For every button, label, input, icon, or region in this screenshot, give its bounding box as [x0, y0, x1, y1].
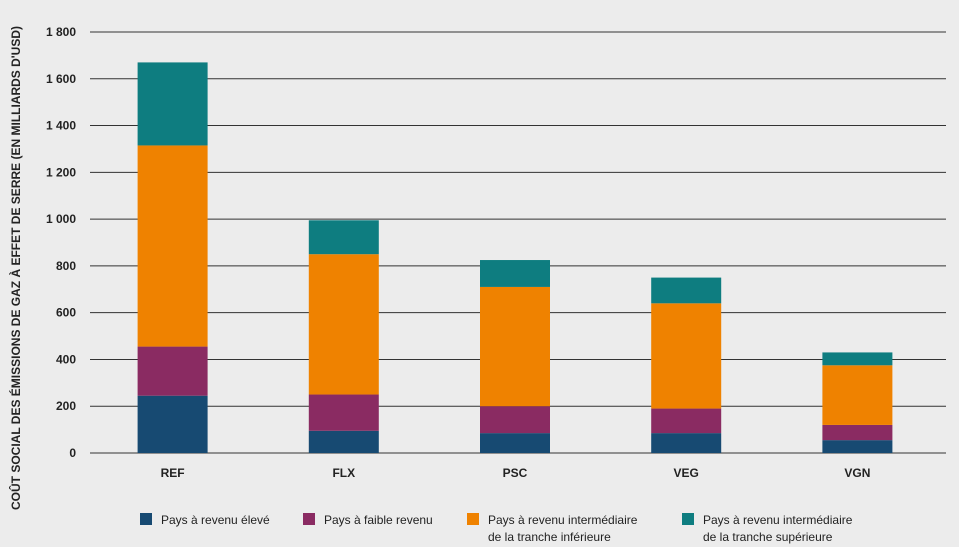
legend-label: Pays à faible revenu — [324, 513, 433, 527]
bar-segment — [480, 406, 550, 434]
legend: Pays à revenu élevé Pays à faible revenu P… — [140, 513, 853, 544]
y-tick-label: 1 600 — [46, 72, 76, 86]
x-tick-label: FLX — [332, 466, 355, 480]
y-tick-label: 800 — [56, 259, 76, 273]
legend-swatch — [140, 513, 152, 525]
legend-label: Pays à revenu intermédiaire — [488, 513, 638, 527]
bar-segment — [822, 440, 893, 453]
x-tick-label: VGN — [844, 466, 870, 480]
bar-segment — [822, 365, 893, 425]
bar-segment — [308, 254, 379, 395]
legend-swatch — [467, 513, 479, 525]
x-axis-ticks: REF FLX PSC VEG VGN — [161, 466, 871, 480]
legend-label: de la tranche supérieure — [703, 530, 833, 544]
bars — [137, 62, 893, 453]
x-tick-label: VEG — [674, 466, 699, 480]
y-tick-label: 400 — [56, 352, 76, 366]
bar-segment — [651, 433, 722, 453]
bar-segment — [137, 346, 208, 396]
y-axis-label: COÛT SOCIAL DES ÉMISSIONS DE GAZ À EFFET… — [8, 26, 23, 510]
legend-swatch — [682, 513, 694, 525]
bar-segment — [480, 433, 550, 453]
bar-segment — [480, 286, 550, 407]
legend-label: Pays à revenu intermédiaire — [703, 513, 853, 527]
bar-segment — [651, 408, 722, 434]
legend-label: Pays à revenu élevé — [161, 513, 270, 527]
y-tick-label: 600 — [56, 306, 76, 320]
bar-segment — [651, 277, 722, 304]
bar-segment — [308, 220, 379, 255]
bar-segment — [822, 352, 893, 366]
y-tick-label: 1 200 — [46, 165, 76, 179]
bar-segment — [308, 394, 379, 431]
bar-segment — [480, 260, 550, 287]
y-tick-label: 1 400 — [46, 119, 76, 133]
x-tick-label: PSC — [503, 466, 528, 480]
y-tick-label: 200 — [56, 399, 76, 413]
y-tick-label: 1 000 — [46, 212, 76, 226]
y-axis-ticks: 0 200 400 600 800 1 000 1 200 1 400 1 600 1 800 — [46, 25, 76, 460]
y-tick-label: 1 800 — [46, 25, 76, 39]
bar-segment — [822, 424, 893, 441]
legend-label: de la tranche inférieure — [488, 530, 611, 544]
legend-swatch — [303, 513, 315, 525]
bar-segment — [651, 303, 722, 409]
bar-segment — [137, 395, 208, 453]
bar-segment — [137, 62, 208, 146]
bar-segment — [308, 430, 379, 453]
x-tick-label: REF — [161, 466, 185, 480]
y-tick-label: 0 — [69, 446, 76, 460]
bar-segment — [137, 145, 208, 347]
